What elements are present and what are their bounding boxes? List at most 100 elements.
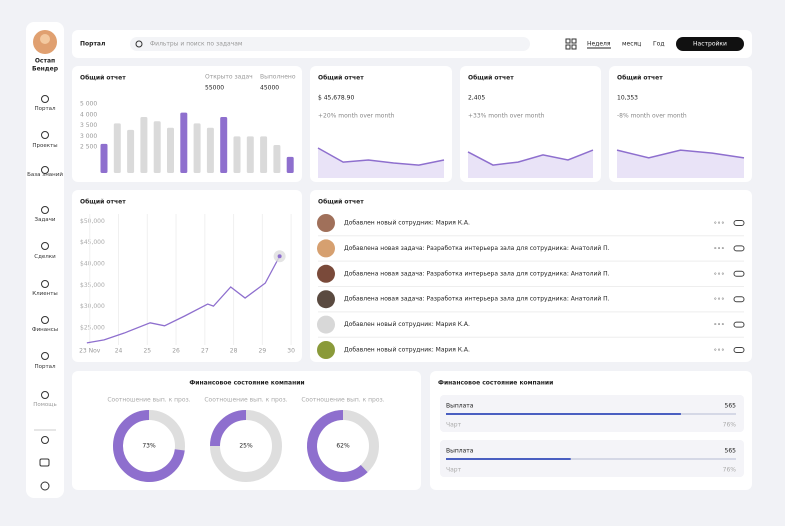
- nav-label[interactable]: Задачи: [34, 217, 56, 223]
- more-icon[interactable]: ∘∘∘: [713, 321, 724, 328]
- activity-text: Добавлен новый сотрудник: Мария К.А.: [344, 321, 470, 328]
- stat-change: +20% month over month: [318, 113, 395, 120]
- nav-icon[interactable]: [41, 242, 49, 250]
- card-title: Общий отчет: [80, 199, 126, 206]
- link-icon[interactable]: [733, 220, 745, 226]
- nav-label[interactable]: Портал: [34, 106, 56, 112]
- link-icon[interactable]: [733, 245, 745, 252]
- progress-fill: [446, 458, 571, 460]
- nav-icon[interactable]: [41, 166, 49, 174]
- bar: [286, 156, 294, 173]
- settings-button[interactable]: [676, 37, 744, 51]
- stat-change: -8% month over month: [617, 113, 687, 120]
- point: [277, 254, 282, 259]
- nav-label[interactable]: Сделки: [34, 254, 56, 260]
- avatar: [317, 315, 335, 334]
- bar: [220, 116, 228, 173]
- donut-value: 62%: [336, 443, 350, 450]
- bar: [153, 121, 161, 173]
- apps-icon[interactable]: [565, 38, 577, 50]
- bar: [167, 127, 174, 173]
- bar: [127, 129, 135, 173]
- more-icon[interactable]: ∘∘∘: [713, 245, 724, 252]
- more-icon[interactable]: ∘∘∘: [713, 220, 724, 227]
- nav-icon[interactable]: [41, 316, 49, 324]
- y-tick-label: $25,000: [80, 324, 105, 331]
- phone-icon[interactable]: [41, 436, 49, 444]
- bar: [193, 123, 201, 173]
- stat-value: 10,353: [617, 95, 638, 102]
- donut-arc: [307, 410, 368, 482]
- nav-label[interactable]: Портал: [34, 364, 56, 370]
- nav-label[interactable]: База знаний: [27, 172, 63, 178]
- card-title: Общий отчет: [318, 75, 364, 82]
- stat-change: +33% month over month: [468, 113, 545, 120]
- topbar-title: Портал: [80, 41, 105, 48]
- user-name: Остап: [35, 58, 55, 65]
- more-icon[interactable]: ∘∘∘: [713, 347, 724, 354]
- link-icon[interactable]: [733, 296, 745, 303]
- x-tick-label: 25: [143, 348, 151, 355]
- bar: [260, 136, 268, 173]
- y-tick-label: $30,000: [80, 303, 105, 310]
- link-icon[interactable]: [733, 270, 745, 277]
- donut-label: Соотношение вып. к проз.: [204, 397, 287, 404]
- nav-label[interactable]: Проекты: [32, 143, 58, 149]
- card-title: Общий отчет: [80, 75, 126, 82]
- nav-label[interactable]: Финансы: [31, 327, 59, 333]
- sparkline-area: [318, 148, 444, 178]
- nav-label[interactable]: Помощь: [33, 402, 57, 408]
- nav-icon[interactable]: [41, 95, 49, 103]
- bar: [233, 136, 241, 173]
- progress-fill: [446, 413, 681, 415]
- card-title: Общий отчет: [468, 75, 514, 82]
- avatar: [317, 341, 335, 359]
- x-tick-label: 23 Nov: [79, 348, 101, 355]
- chat-icon[interactable]: [39, 458, 50, 467]
- payout-name: Выплата: [446, 403, 474, 410]
- period-tab[interactable]: Неделя: [587, 41, 611, 48]
- more-icon[interactable]: ∘∘∘: [713, 270, 724, 277]
- stat-label: Выполнено: [260, 74, 296, 81]
- avatar: [317, 290, 335, 309]
- sparkline-area: [617, 150, 744, 178]
- nav-label[interactable]: Клиенты: [32, 291, 58, 297]
- bar: [140, 116, 148, 173]
- y-tick-label: 5 000: [80, 101, 97, 108]
- user-name: Бендер: [32, 66, 59, 73]
- bar: [246, 136, 254, 173]
- period-tab[interactable]: Год: [653, 41, 664, 48]
- bar: [206, 127, 214, 173]
- sidebar: [26, 22, 64, 498]
- nav-icon[interactable]: [41, 131, 49, 139]
- nav-icon[interactable]: [41, 280, 49, 288]
- more-icon[interactable]: ∘∘∘: [713, 296, 724, 303]
- payout-name: Выплата: [446, 448, 474, 455]
- nav-icon[interactable]: [41, 352, 49, 360]
- nav-icon[interactable]: [41, 206, 49, 214]
- settings-button-label[interactable]: Настройки: [693, 41, 727, 48]
- settings-icon[interactable]: [40, 481, 50, 491]
- stat-value: 55000: [205, 85, 224, 92]
- nav-icon[interactable]: [41, 391, 49, 399]
- sparkline: [616, 149, 745, 159]
- stat-value: 2,405: [468, 95, 485, 102]
- donut-label: Соотношение вып. к проз.: [301, 397, 384, 404]
- bar: [113, 123, 121, 173]
- card-title: Финансовое состояние компании: [189, 380, 304, 387]
- avatar: [317, 239, 335, 258]
- progress-track: [446, 458, 736, 460]
- line: [86, 255, 281, 344]
- activity-text: Добавлена новая задача: Разработка интер…: [344, 245, 610, 252]
- avatar: [317, 264, 335, 283]
- link-icon[interactable]: [733, 321, 745, 328]
- link-icon[interactable]: [733, 347, 745, 353]
- y-tick-label: 2 500: [80, 144, 97, 151]
- sparkline-area: [468, 150, 593, 178]
- search-box[interactable]: [130, 37, 530, 51]
- donut-value: 73%: [142, 443, 156, 450]
- avatar: [317, 214, 335, 232]
- payout-amount: 565: [725, 448, 737, 455]
- period-tab[interactable]: месяц: [622, 41, 641, 48]
- bar: [273, 144, 281, 173]
